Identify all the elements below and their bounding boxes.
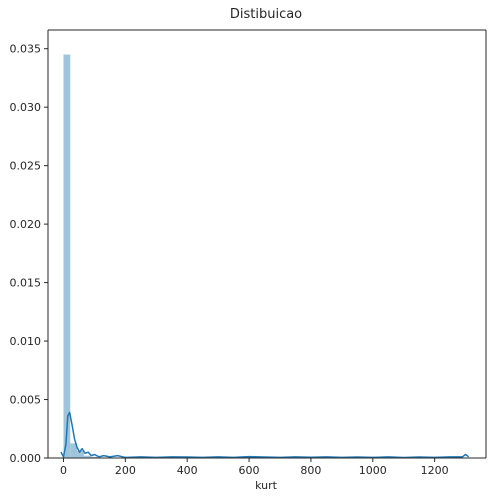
histogram-bar-1 — [70, 443, 78, 458]
kde-line — [60, 411, 470, 459]
y-tick-label: 0.035 — [10, 43, 42, 56]
x-tick-label: 0 — [60, 464, 67, 477]
y-tick-label: 0.005 — [10, 394, 42, 407]
histogram-bar-3 — [83, 455, 91, 458]
y-axis-ticks: 0.000 0.005 0.010 0.015 0.020 0.025 0.030 0.035 — [10, 43, 48, 465]
y-tick-label: 0.025 — [10, 160, 42, 173]
histogram-bar-2 — [77, 450, 84, 458]
histogram-bars — [63, 54, 105, 459]
x-tick-label: 1000 — [359, 464, 387, 477]
x-tick-label: 800 — [300, 464, 321, 477]
x-axis-ticks: 0 200 400 600 800 1000 1200 — [60, 458, 449, 477]
x-tick-label: 1200 — [421, 464, 449, 477]
y-tick-label: 0.015 — [10, 277, 42, 290]
y-tick-label: 0.000 — [10, 452, 42, 465]
axes — [47, 29, 487, 459]
x-axis-label: kurt — [255, 479, 278, 492]
y-tick-label: 0.020 — [10, 218, 42, 231]
x-tick-label: 600 — [239, 464, 260, 477]
x-tick-label: 400 — [177, 464, 198, 477]
histogram-bar-4 — [90, 456, 98, 458]
x-tick-label: 200 — [115, 464, 136, 477]
y-tick-label: 0.010 — [10, 335, 42, 348]
chart-title: Distibuicao — [230, 7, 302, 22]
kde-layer — [60, 411, 470, 459]
y-tick-label: 0.030 — [10, 101, 42, 114]
histogram-bar-0 — [63, 54, 71, 459]
